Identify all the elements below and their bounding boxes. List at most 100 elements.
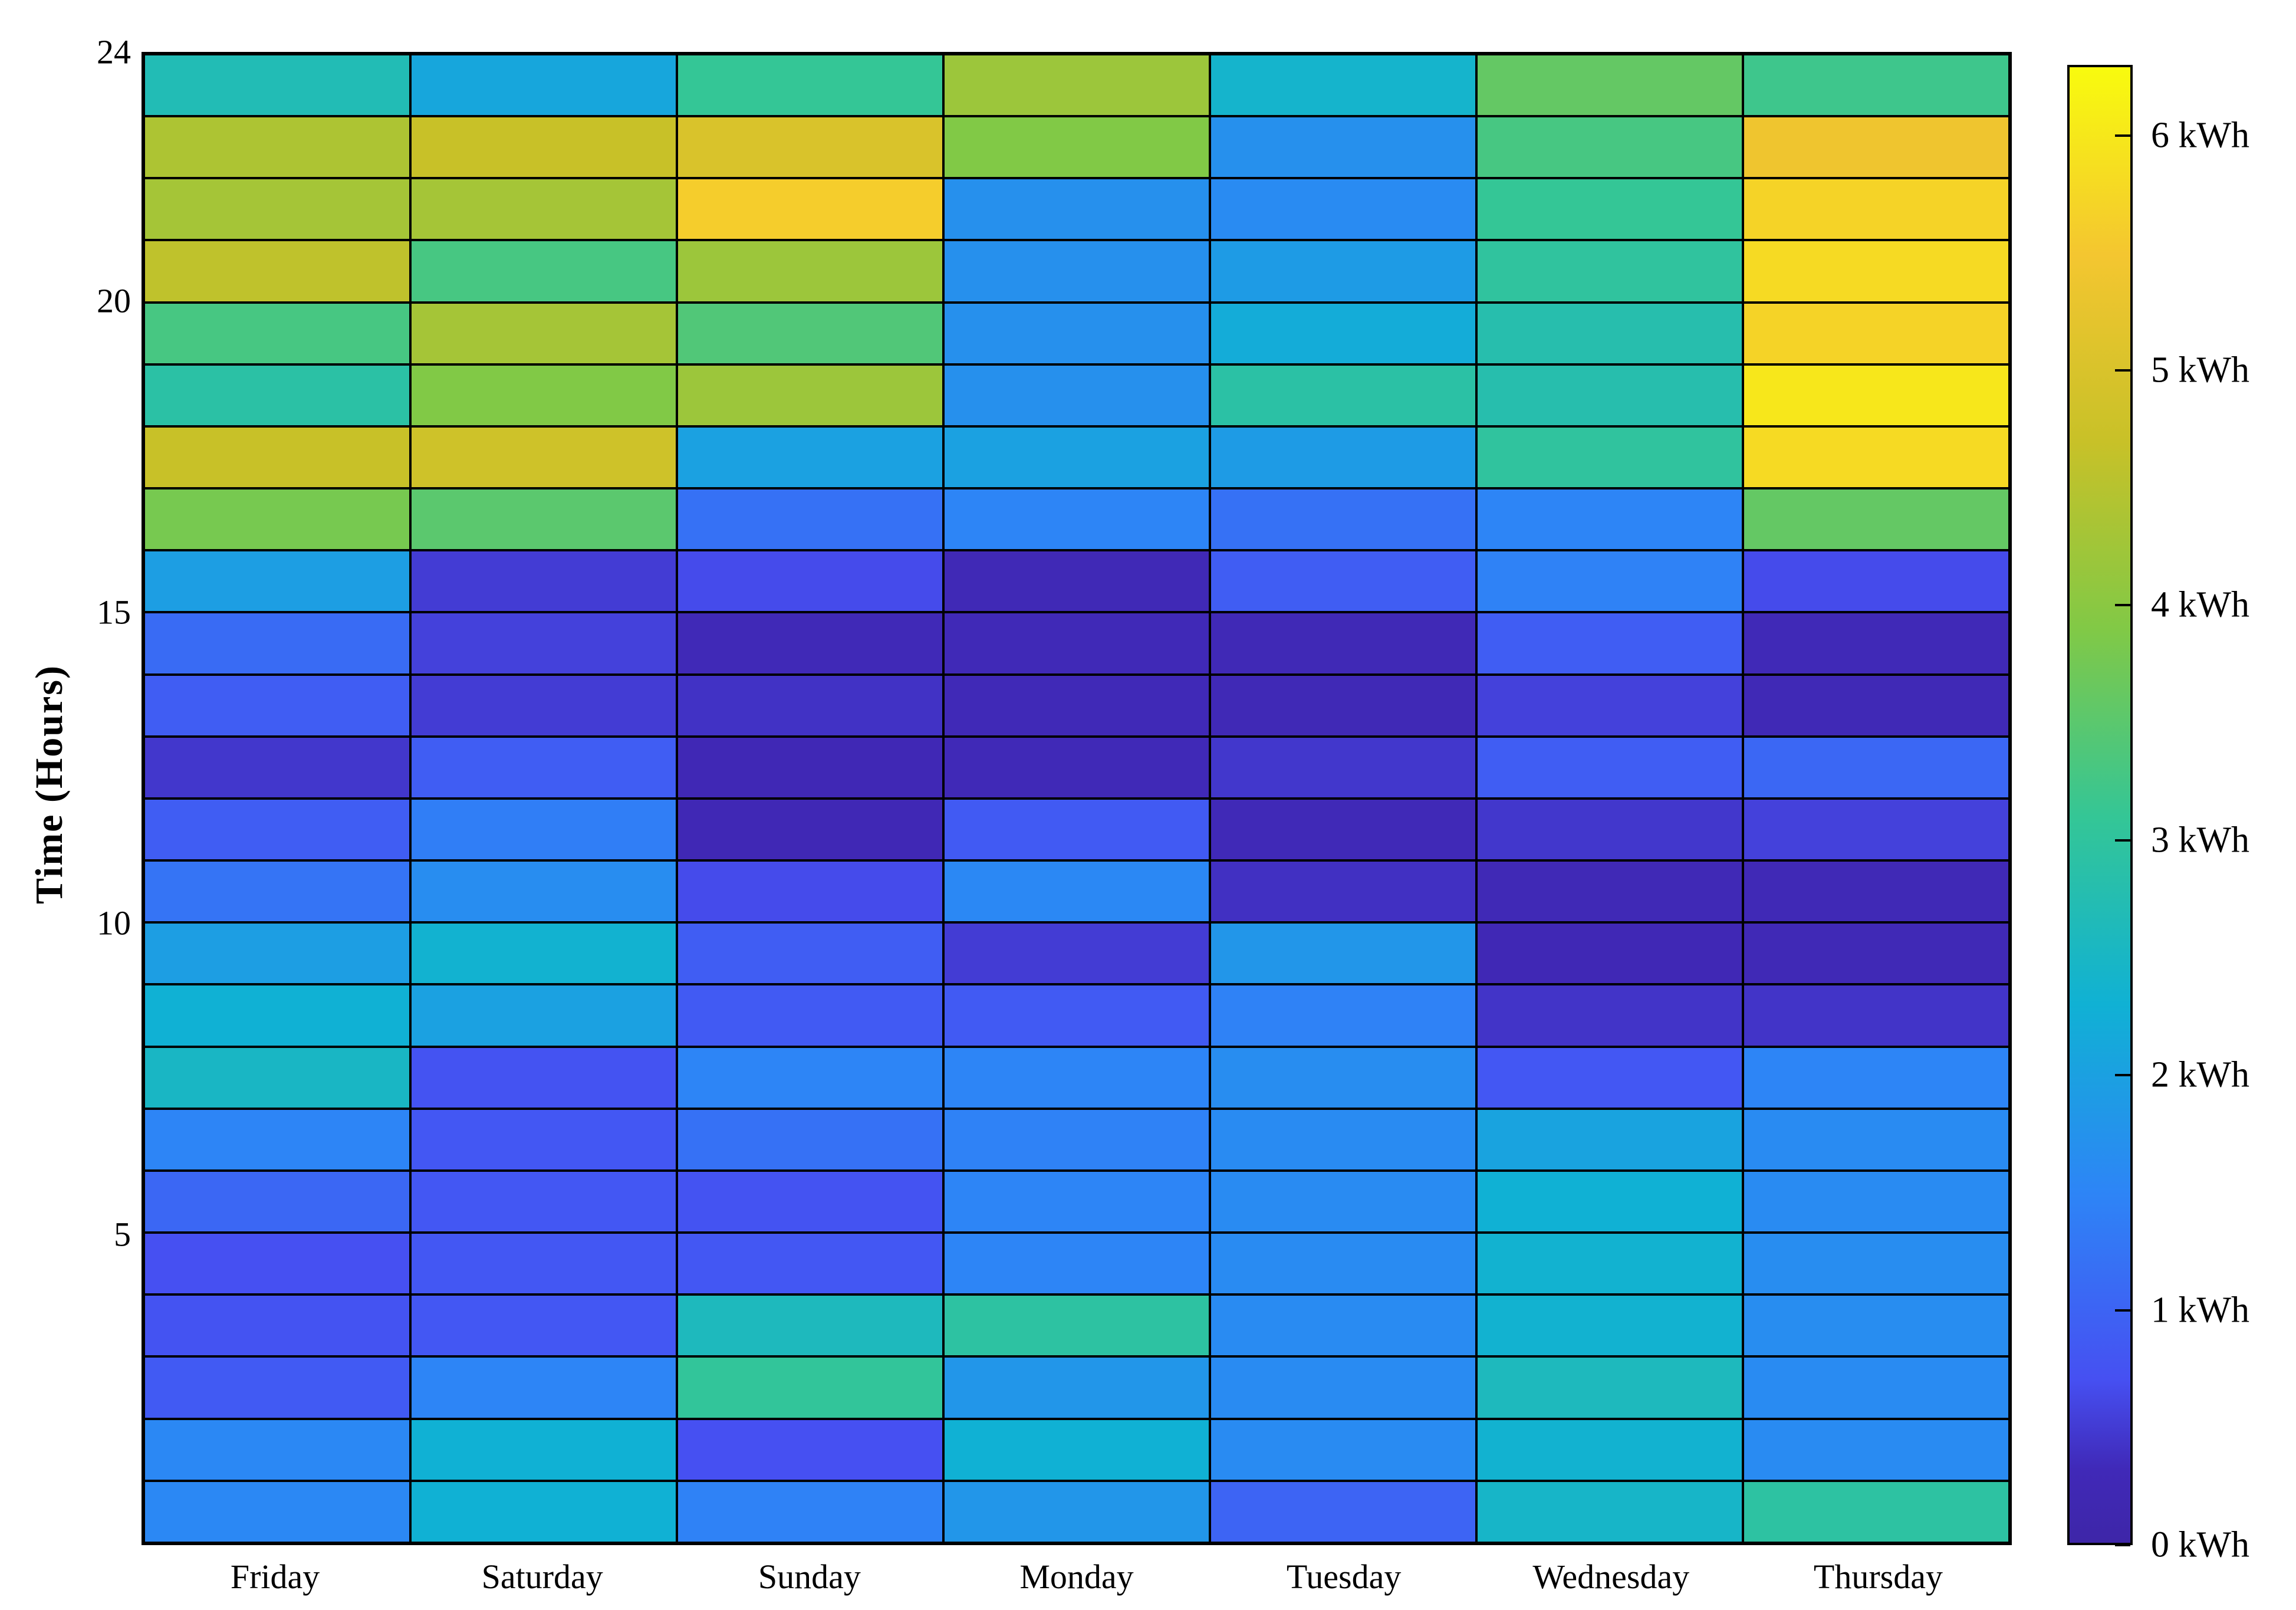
heatmap-cell — [678, 799, 942, 860]
heatmap-cell — [412, 55, 676, 116]
heatmap-cell — [145, 737, 409, 797]
heatmap-cell — [945, 1234, 1209, 1294]
heatmap-cell — [1478, 613, 1742, 673]
heatmap-cell — [412, 799, 676, 860]
heatmap-cell — [678, 179, 942, 239]
heatmap-cell — [678, 365, 942, 425]
heatmap-cell — [145, 862, 409, 922]
heatmap-cell — [1211, 303, 1475, 363]
heatmap-cell — [1744, 737, 2008, 797]
heatmap-cell — [1211, 1171, 1475, 1232]
heatmap-cell — [412, 1358, 676, 1418]
heatmap-cell — [145, 489, 409, 550]
heatmap-cell — [945, 1420, 1209, 1480]
heatmap-cell — [1478, 1358, 1742, 1418]
heatmap-cell — [1478, 489, 1742, 550]
colorbar-tick-label: 0 kWh — [2151, 1524, 2250, 1565]
heatmap-cell — [1744, 1420, 2008, 1480]
heatmap-cell — [145, 303, 409, 363]
heatmap-cell — [412, 241, 676, 301]
heatmap-cell — [1744, 924, 2008, 984]
heatmap-cell — [1478, 117, 1742, 178]
heatmap-cell — [1211, 799, 1475, 860]
heatmap-cell — [145, 179, 409, 239]
colorbar-tick-label: 3 kWh — [2151, 820, 2250, 860]
heatmap-cell — [1211, 365, 1475, 425]
heatmap-cell — [678, 862, 942, 922]
heatmap-cell — [412, 489, 676, 550]
heatmap-cell — [145, 1420, 409, 1480]
heatmap-cell — [1211, 737, 1475, 797]
heatmap-cell — [1744, 799, 2008, 860]
heatmap-cell — [678, 117, 942, 178]
heatmap-cell — [412, 551, 676, 612]
heatmap-cell — [412, 985, 676, 1046]
heatmap-cell — [945, 1171, 1209, 1232]
heatmap-cell — [412, 427, 676, 488]
heatmap-cell — [1744, 489, 2008, 550]
heatmap-cell — [145, 241, 409, 301]
x-axis-day-label: Tuesday — [1286, 1558, 1402, 1596]
colorbar-tick-label: 1 kWh — [2151, 1290, 2250, 1330]
heatmap-cell — [145, 799, 409, 860]
heatmap-cell — [945, 737, 1209, 797]
heatmap-cell — [1211, 117, 1475, 178]
heatmap-cell — [145, 613, 409, 673]
colorbar — [2067, 65, 2133, 1545]
heatmap-cell — [145, 924, 409, 984]
heatmap-cell — [1478, 1109, 1742, 1169]
heatmap-cell — [412, 1234, 676, 1294]
y-axis-hour-label: 5 — [114, 1215, 131, 1253]
heatmap-cell — [678, 1047, 942, 1108]
heatmap-cell — [1744, 1109, 2008, 1169]
heatmap-cell — [1478, 675, 1742, 735]
x-axis-day-label: Sunday — [758, 1558, 861, 1596]
heatmap-cell — [945, 924, 1209, 984]
heatmap-cell — [1478, 1481, 1742, 1542]
heatmap-cell — [145, 1358, 409, 1418]
heatmap-cell — [1744, 613, 2008, 673]
colorbar-tick-mark — [2115, 604, 2130, 607]
heatmap-cell — [678, 427, 942, 488]
heatmap-cell — [945, 179, 1209, 239]
heatmap-cell — [1478, 799, 1742, 860]
heatmap-cell — [1211, 1358, 1475, 1418]
heatmap-cell — [1211, 427, 1475, 488]
heatmap-cell — [1211, 551, 1475, 612]
heatmap-cell — [678, 1420, 942, 1480]
heatmap-cell — [1211, 1109, 1475, 1169]
heatmap-cell — [145, 365, 409, 425]
heatmap-cell — [945, 1481, 1209, 1542]
heatmap-cell — [1211, 1481, 1475, 1542]
heatmap-cell — [1211, 985, 1475, 1046]
heatmap-cell — [1744, 985, 2008, 1046]
heatmap-cell — [678, 675, 942, 735]
heatmap-cell — [412, 862, 676, 922]
heatmap-cell — [678, 551, 942, 612]
heatmap-cell — [945, 55, 1209, 116]
heatmap-cell — [145, 985, 409, 1046]
heatmap-cell — [945, 799, 1209, 860]
heatmap-cell — [945, 1047, 1209, 1108]
heatmap-cell — [145, 675, 409, 735]
x-axis-day-label: Monday — [1019, 1558, 1134, 1596]
heatmap-cell — [412, 1171, 676, 1232]
heatmap-cell — [1478, 1171, 1742, 1232]
colorbar-tick-mark — [2115, 839, 2130, 842]
heatmap-cell — [145, 1109, 409, 1169]
heatmap-cell — [1478, 1296, 1742, 1356]
heatmap-cell — [145, 1234, 409, 1294]
heatmap-cell — [1744, 1481, 2008, 1542]
y-axis-hour-label: 10 — [97, 903, 131, 942]
heatmap-cell — [1478, 427, 1742, 488]
x-axis-day-label: Wednesday — [1532, 1558, 1690, 1596]
colorbar-tick-label: 4 kWh — [2151, 584, 2250, 625]
colorbar-tick-mark — [2115, 1544, 2130, 1546]
heatmap-cell — [1744, 427, 2008, 488]
heatmap-cell — [1478, 985, 1742, 1046]
heatmap-cell — [1744, 179, 2008, 239]
plot-area — [142, 52, 2012, 1545]
heatmap-cell — [1744, 365, 2008, 425]
heatmap-cell — [145, 1171, 409, 1232]
heatmap-cell — [1744, 551, 2008, 612]
